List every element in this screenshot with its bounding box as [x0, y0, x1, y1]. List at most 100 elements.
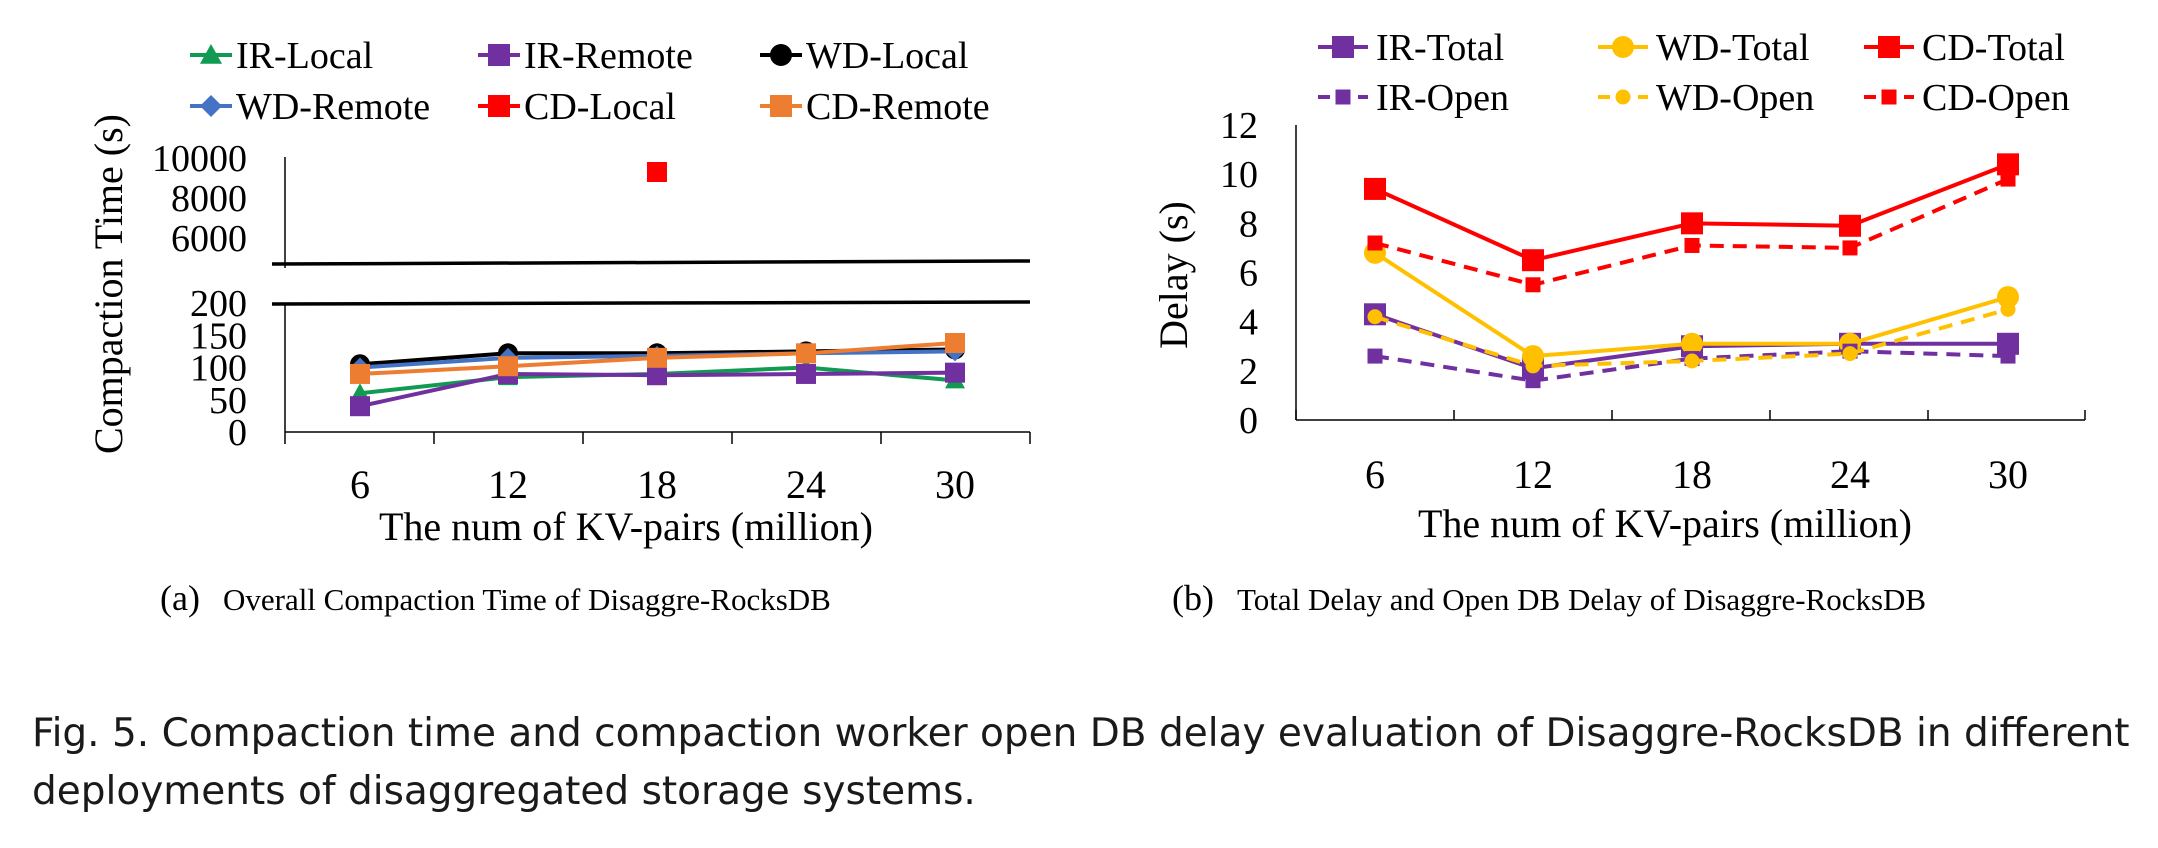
chart-a-series-cd-local: [647, 162, 667, 182]
chart-b-data-point: [1684, 237, 1700, 253]
chart-b-legend-marker: [1612, 36, 1634, 58]
chart-a-data-point: [796, 343, 816, 364]
chart-b-data-point: [2000, 348, 2016, 364]
chart-a-series-cd-remote: [350, 332, 965, 384]
chart-b-y-tick-label: 2: [1239, 351, 1258, 393]
chart-b-legend-marker: [1878, 36, 1900, 58]
chart-a-y-tick-label: 100: [190, 348, 247, 390]
chart-a-legend-marker: [770, 95, 792, 117]
chart-a-legend-label: CD-Remote: [806, 86, 990, 128]
chart-b-data-point: [1367, 309, 1383, 325]
chart-b-x-tick-label: 30: [1988, 452, 2028, 497]
chart-b-x-axis-label: The num of KV-pairs (million): [1418, 501, 1912, 546]
chart-a-x-tick-label: 6: [350, 462, 370, 507]
chart-a-legend-marker: [488, 95, 510, 117]
chart-a-data-point: [647, 162, 667, 182]
chart-b-series-wd-total: [1364, 241, 2019, 368]
chart-b-x-tick-label: 6: [1365, 452, 1385, 497]
chart-b-legend-label: WD-Total: [1656, 27, 1810, 69]
chart-a-legend-label: IR-Remote: [524, 35, 693, 77]
chart-a-legend: IR-Local IR-Remote WD-Local WD-Remote CD-Loc…: [190, 35, 990, 128]
chart-a-legend-label: CD-Local: [524, 86, 676, 128]
subcaption-b-text: Total Delay and Open DB Delay of Disaggr…: [1237, 582, 1926, 617]
chart-a-axis-break-line: [271, 259, 1031, 266]
chart-b-legend-item: WD-Open: [1598, 77, 1814, 119]
chart-b-y-tick-label: 6: [1239, 253, 1258, 295]
chart-b-data-point: [1839, 214, 1861, 237]
chart-b-legend-item: IR-Open: [1318, 77, 1509, 119]
chart-b-y-tick-label: 10: [1220, 154, 1258, 196]
chart-a-legend-label: IR-Local: [236, 35, 373, 77]
chart-a-x-tick-label: 12: [488, 462, 528, 507]
chart-b-legend-item: CD-Open: [1864, 77, 2070, 119]
chart-a-x-tick-label: 30: [935, 462, 975, 507]
chart-a-y-tick-label: 10000: [152, 138, 247, 180]
chart-b-legend-label: IR-Open: [1376, 77, 1509, 119]
chart-a-y-tick-label: 200: [190, 283, 247, 325]
chart-a-legend-label: WD-Remote: [236, 86, 430, 128]
chart-b-legend-marker: [1615, 89, 1631, 105]
chart-b-y-tick-label: 0: [1239, 400, 1258, 442]
figure-caption: Fig. 5. Compaction time and compaction w…: [32, 711, 2130, 814]
chart-a-axis-break-line: [271, 300, 1031, 306]
chart-b-legend-label: CD-Open: [1922, 77, 2070, 119]
chart-a-legend-marker: [200, 95, 222, 117]
chart-a-y-tick-label: 6000: [171, 218, 247, 260]
chart-b-x-tick-label: 18: [1672, 452, 1712, 497]
chart-b-y-tick-label: 12: [1220, 105, 1258, 147]
subcaption-a-label: (a): [160, 578, 200, 618]
chart-b-data-point: [2000, 171, 2016, 187]
chart-a-x-tick-label: 18: [637, 462, 677, 507]
chart-a-legend-marker: [488, 44, 510, 66]
chart-a-y-tick-label: 8000: [171, 178, 247, 220]
chart-b-data-point: [1842, 346, 1858, 362]
chart-b-legend-label: IR-Total: [1376, 27, 1504, 69]
chart-b-legend-item: IR-Total: [1318, 27, 1504, 69]
chart-b-data-point: [1522, 249, 1544, 272]
chart-a-legend-item: IR-Remote: [478, 35, 693, 77]
subcaption-b-label: (b): [1172, 578, 1214, 618]
chart-a-series-ir-remote: [350, 362, 965, 417]
chart-a-data-point: [350, 396, 370, 417]
chart-b-x-tick-label: 24: [1830, 452, 1870, 497]
chart-b-legend-label: CD-Total: [1922, 27, 2065, 69]
subcaption-b: (b) Total Delay and Open DB Delay of Dis…: [1172, 578, 1926, 618]
chart-b-series-wd-open: [1367, 301, 2016, 374]
chart-a-data-point: [647, 365, 667, 386]
chart-b-y-tick-label: 4: [1239, 302, 1258, 344]
subcaption-a: (a) Overall Compaction Time of Disaggre-…: [160, 578, 831, 618]
chart-b-series-cd-total: [1364, 153, 2019, 272]
chart-b-legend-label: WD-Open: [1656, 77, 1814, 119]
chart-a-x-tick-label: 24: [786, 462, 826, 507]
chart-a-legend-marker: [200, 44, 222, 64]
chart-a-legend-item: WD-Remote: [190, 86, 430, 128]
chart-b-data-point: [1367, 348, 1383, 364]
chart-b-data-point: [1525, 277, 1541, 293]
chart-a-legend-item: WD-Local: [760, 35, 968, 77]
chart-b-series-line: [1374, 349, 2009, 383]
chart-b-legend: IR-Total WD-Total CD-Total IR-Open WD-Open CD…: [1318, 27, 2070, 119]
chart-a-series: [350, 162, 965, 417]
subcaption-a-text: Overall Compaction Time of Disaggre-Rock…: [223, 582, 831, 617]
chart-b-data-point: [1997, 153, 2019, 176]
chart-b-data-point: [1367, 235, 1383, 251]
chart-a-data-point: [498, 356, 518, 377]
chart-a-y-tick-label: 150: [190, 315, 247, 357]
chart-b-y-axis-label: Delay (s): [1151, 201, 1196, 349]
chart-a-legend-item: IR-Local: [190, 35, 373, 77]
chart-b-data-point: [1525, 358, 1541, 374]
chart-b-legend-marker: [1881, 89, 1897, 105]
chart-b-legend-marker: [1335, 89, 1351, 105]
chart-a-data-point: [350, 363, 370, 384]
chart-b-y-tick-label: 8: [1239, 203, 1258, 245]
chart-a-data-point: [945, 362, 965, 383]
chart-b-data-point: [1842, 240, 1858, 256]
chart-a-data-point: [945, 332, 965, 353]
chart-b-data-point: [1684, 353, 1700, 369]
chart-a-data-point: [647, 347, 667, 368]
chart-b-data-point: [1681, 332, 1703, 355]
chart-b-series-cd-open: [1367, 171, 2016, 293]
chart-b-data-point: [1681, 212, 1703, 235]
